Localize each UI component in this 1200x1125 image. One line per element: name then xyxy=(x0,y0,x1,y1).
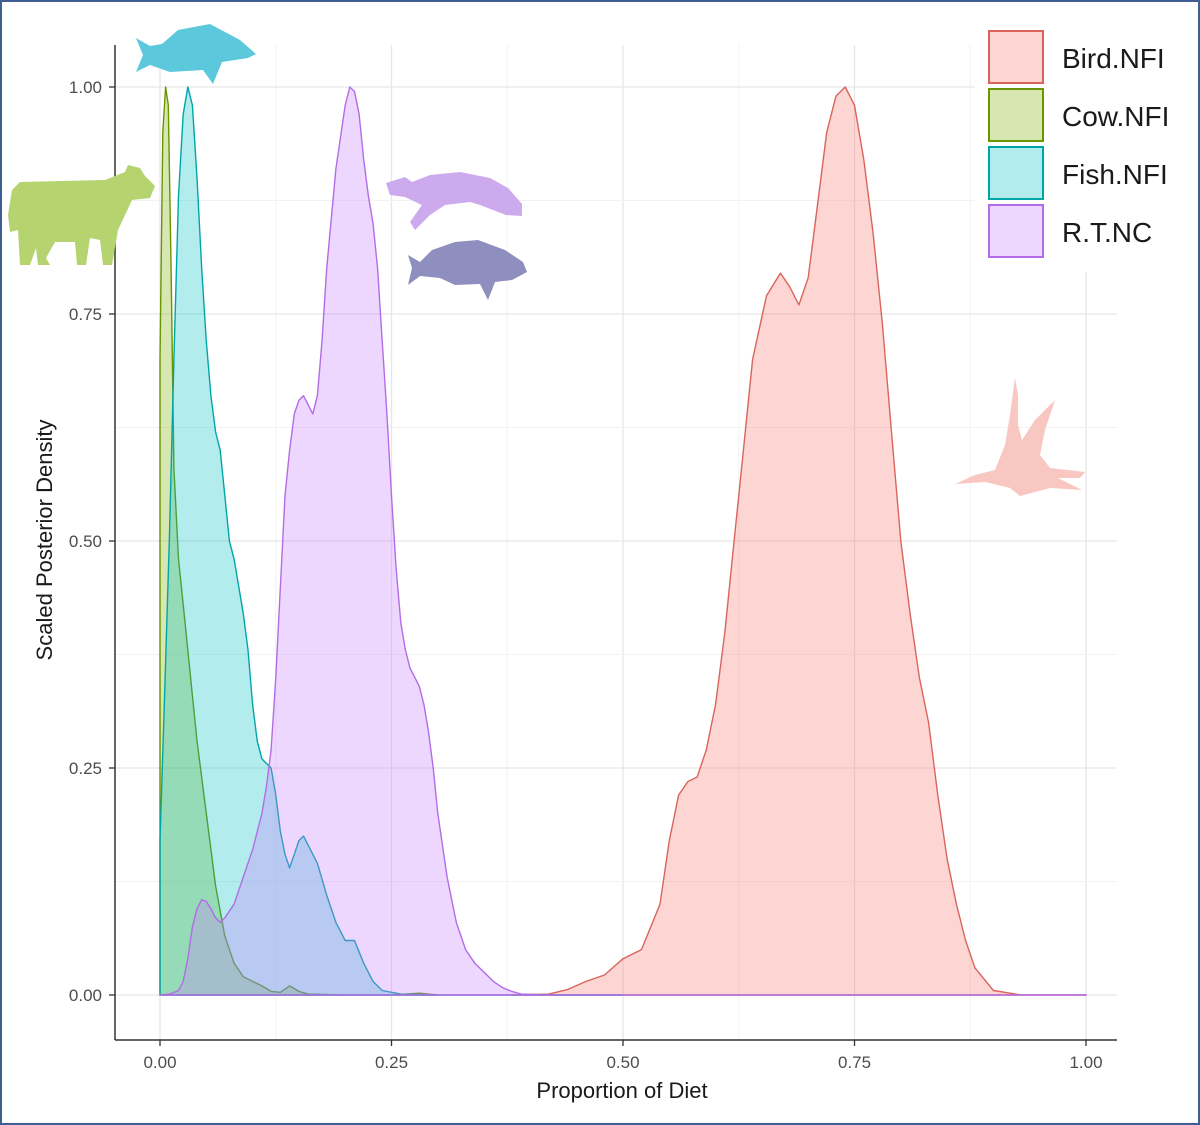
fish-silhouette-icon xyxy=(136,24,256,84)
legend-item: Cow.NFI xyxy=(988,88,1169,142)
legend-key xyxy=(988,146,1044,200)
x-tick-label: 0.25 xyxy=(375,1053,408,1072)
legend-key xyxy=(988,88,1044,142)
turtle-silhouette-icon xyxy=(386,172,522,230)
legend-item: Fish.NFI xyxy=(988,146,1168,200)
density-area-r-t-nc xyxy=(159,86,1087,996)
legend-item: R.T.NC xyxy=(988,204,1152,258)
legend-label: Fish.NFI xyxy=(1062,159,1168,190)
legend-key xyxy=(988,204,1044,258)
legend-key xyxy=(988,30,1044,84)
x-tick-label: 0.50 xyxy=(606,1053,639,1072)
x-axis-title: Proportion of Diet xyxy=(536,1078,707,1103)
y-tick-label: 0.75 xyxy=(69,305,102,324)
legend-swatch xyxy=(988,204,1044,258)
y-tick-label: 0.25 xyxy=(69,759,102,778)
x-tick-label: 0.00 xyxy=(143,1053,176,1072)
cow-silhouette-icon xyxy=(8,165,155,265)
density-area-fish-nfi xyxy=(159,86,624,996)
density-area-bird-nfi xyxy=(511,86,1087,996)
legend-swatch xyxy=(988,146,1044,200)
legend: Bird.NFI Cow.NFI Fish.NFI R.T.NC xyxy=(975,22,1190,272)
legend-label: R.T.NC xyxy=(1062,217,1152,248)
tick-labels: 0.00 0.25 0.50 0.75 1.00 0.00 0.25 0.50 0.75 1.00 xyxy=(69,78,1103,1072)
legend-label: Bird.NFI xyxy=(1062,43,1165,74)
density-areas xyxy=(159,86,1087,996)
y-tick-label: 0.00 xyxy=(69,986,102,1005)
legend-swatch xyxy=(988,88,1044,142)
legend-item: Bird.NFI xyxy=(988,30,1165,84)
legend-swatch xyxy=(988,30,1044,84)
x-tick-label: 0.75 xyxy=(838,1053,871,1072)
reef-fish-silhouette-icon xyxy=(408,240,527,300)
x-tick-label: 1.00 xyxy=(1069,1053,1102,1072)
y-tick-label: 1.00 xyxy=(69,78,102,97)
y-axis-title: Scaled Posterior Density xyxy=(32,420,57,661)
legend-label: Cow.NFI xyxy=(1062,101,1169,132)
bird-silhouette-icon xyxy=(955,378,1085,496)
y-tick-label: 0.50 xyxy=(69,532,102,551)
